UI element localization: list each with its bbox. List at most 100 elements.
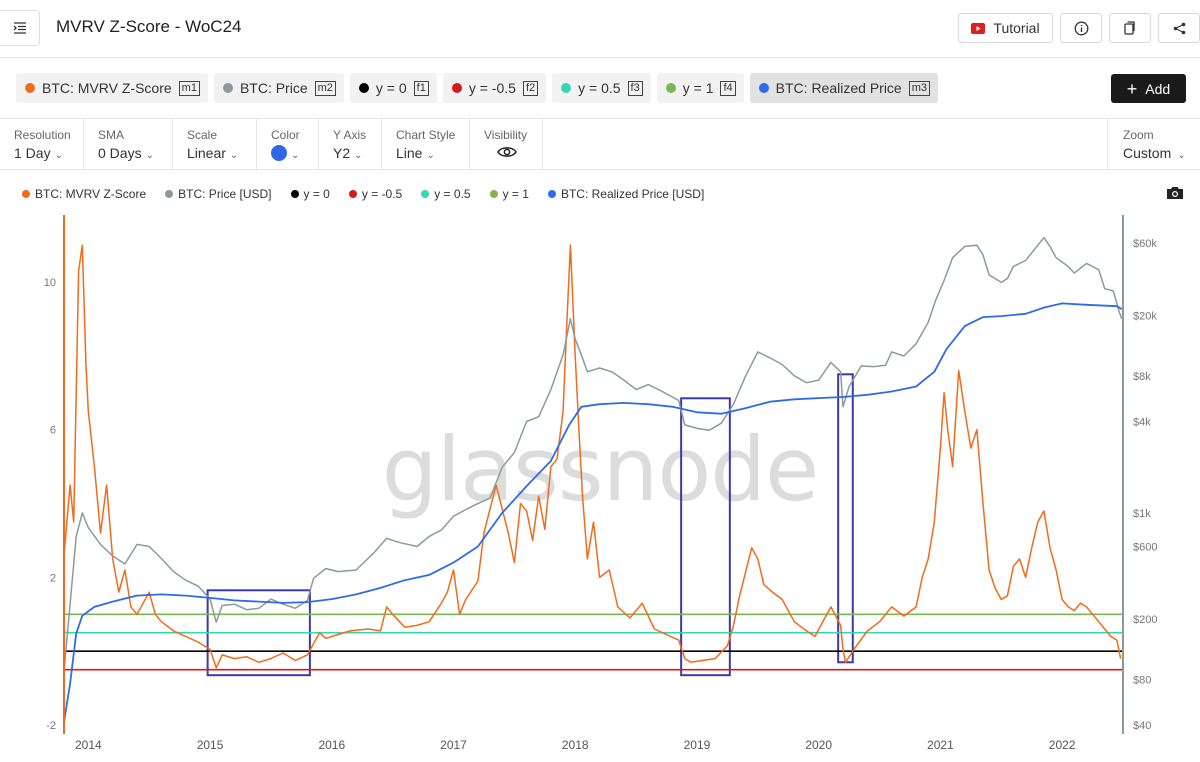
chevron-down-icon: ⌄ [229,150,239,161]
series-line-6 [63,302,1123,722]
sma-select[interactable]: SMA 0 Days ⌄ [84,119,173,171]
legend-item-price[interactable]: BTC: Price [USD] [165,187,272,201]
setting-value: Linear [187,145,226,161]
chip-label: BTC: Price [239,80,308,96]
chip-label: y = 1 [682,80,714,96]
copy-button[interactable] [1109,13,1151,43]
y-right-tick-label: $8k [1133,371,1151,383]
x-tick-label: 2019 [684,738,711,752]
x-tick-label: 2015 [197,738,224,752]
add-button[interactable]: + Add [1111,74,1186,103]
setting-label: Resolution [14,128,71,142]
series-line-0 [63,244,1122,669]
watermark: glassnode [382,418,819,521]
highlight-box-2 [837,373,854,664]
legend-label: BTC: MVRV Z-Score [35,187,147,201]
chip-y0[interactable]: y = 0 f1 [349,73,437,103]
tutorial-button[interactable]: Tutorial [958,13,1053,43]
y-right-tick-label: $40 [1133,720,1151,732]
legend-item-realized-price[interactable]: BTC: Realized Price [USD] [547,187,705,201]
settings-bar: Resolution 1 Day ⌄ SMA 0 Days ⌄ Scale Line… [0,118,1200,171]
x-tick-label: 2016 [318,738,345,752]
highlight-box-1 [680,397,731,677]
x-tick-label: 2020 [805,738,832,752]
color-swatch [271,145,287,161]
legend-label: BTC: Realized Price [USD] [560,187,705,201]
chip-key: f4 [720,80,736,96]
legend-item-y-half[interactable]: y = 0.5 [421,187,471,201]
chart-style-select[interactable]: Chart Style Line ⌄ [382,119,470,171]
legend-item-y1[interactable]: y = 1 [489,187,529,201]
legend-label: y = 1 [502,187,529,201]
chip-y-minus-half[interactable]: y = -0.5 f2 [442,73,547,103]
top-bar: MVRV Z-Score - WoC24 Tutorial [0,0,1200,58]
color-dot-icon [561,83,572,93]
legend-label: y = 0 [303,187,330,201]
setting-label: Visibility [484,128,528,142]
youtube-icon [971,22,986,34]
legend-dot-icon [22,190,30,198]
chevron-down-icon: ⌄ [54,150,63,161]
setting-value: Line [396,145,423,161]
y-right-tick-label: $20k [1133,310,1157,322]
chip-y-half[interactable]: y = 0.5 f3 [552,73,651,103]
chip-key: f2 [522,80,539,96]
legend-dot-icon [165,190,174,198]
setting-label: Chart Style [396,128,456,142]
color-select[interactable]: Color ⌄ [257,119,319,171]
legend-dot-icon [489,190,498,198]
setting-label: Scale [187,128,218,142]
chip-label: BTC: Realized Price [775,80,902,96]
zoom-select[interactable]: Zoom Custom ⌄ [1107,119,1186,171]
chip-label: y = -0.5 [468,80,516,96]
chip-key: f3 [627,80,643,96]
setting-value: 1 Day [14,145,51,161]
y-right-tick-label: $200 [1133,614,1157,626]
resolution-select[interactable]: Resolution 1 Day ⌄ [0,119,84,171]
legend-item-y0[interactable]: y = 0 [290,187,330,201]
chip-y1[interactable]: y = 1 f4 [656,73,744,103]
legend-item-y-minus-half[interactable]: y = -0.5 [348,187,402,201]
x-tick-label: 2014 [75,738,102,752]
chip-realized-price[interactable]: BTC: Realized Price m3 [749,73,938,103]
x-tick-label: 2017 [440,738,467,752]
eye-icon [497,147,517,157]
page-title: MVRV Z-Score - WoC24 [56,17,242,36]
y-right-tick-label: $60k [1133,238,1157,250]
setting-label: SMA [98,128,125,142]
add-label: Add [1145,80,1171,97]
color-dot-icon [758,83,769,93]
menu-button[interactable] [0,10,40,46]
chip-mvrv-zscore[interactable]: BTC: MVRV Z-Score m1 [16,73,208,103]
legend-label: y = 0.5 [434,187,471,201]
info-icon [1074,21,1088,35]
legend-item-mvrv[interactable]: BTC: MVRV Z-Score [22,187,146,201]
chevron-down-icon: ⌄ [145,150,154,161]
chip-price[interactable]: BTC: Price m2 [213,73,344,103]
legend-dot-icon [547,190,556,198]
series-line-1 [63,236,1123,672]
chip-key: f1 [413,80,429,96]
chevron-down-icon: ⌄ [1177,150,1186,161]
visibility-toggle[interactable]: Visibility [470,119,543,171]
y-left-tick-label: 2 [50,572,56,584]
share-button[interactable] [1158,13,1200,43]
y-right-tick-label: $1k [1133,508,1151,520]
chevron-down-icon: ⌄ [354,150,363,161]
y-right-tick-label: $600 [1133,542,1157,554]
yaxis-select[interactable]: Y Axis Y2 ⌄ [319,119,382,171]
menu-icon [13,22,26,34]
scale-select[interactable]: Scale Linear ⌄ [173,119,257,171]
color-dot-icon [665,83,676,93]
camera-icon[interactable] [1166,186,1184,200]
chevron-down-icon: ⌄ [291,150,300,161]
chip-key: m3 [908,80,930,96]
x-tick-label: 2022 [1049,738,1076,752]
x-tick-label: 2021 [927,738,954,752]
info-button[interactable] [1060,13,1102,43]
chip-label: BTC: MVRV Z-Score [42,80,172,96]
chart-area[interactable]: glassnode -2 2 6 10 $40 $80 $200 $600 $1k $4k $8k $… [0,210,1200,762]
setting-label: Y Axis [333,128,367,142]
share-icon [1173,22,1185,34]
legend-dot-icon [421,190,430,198]
